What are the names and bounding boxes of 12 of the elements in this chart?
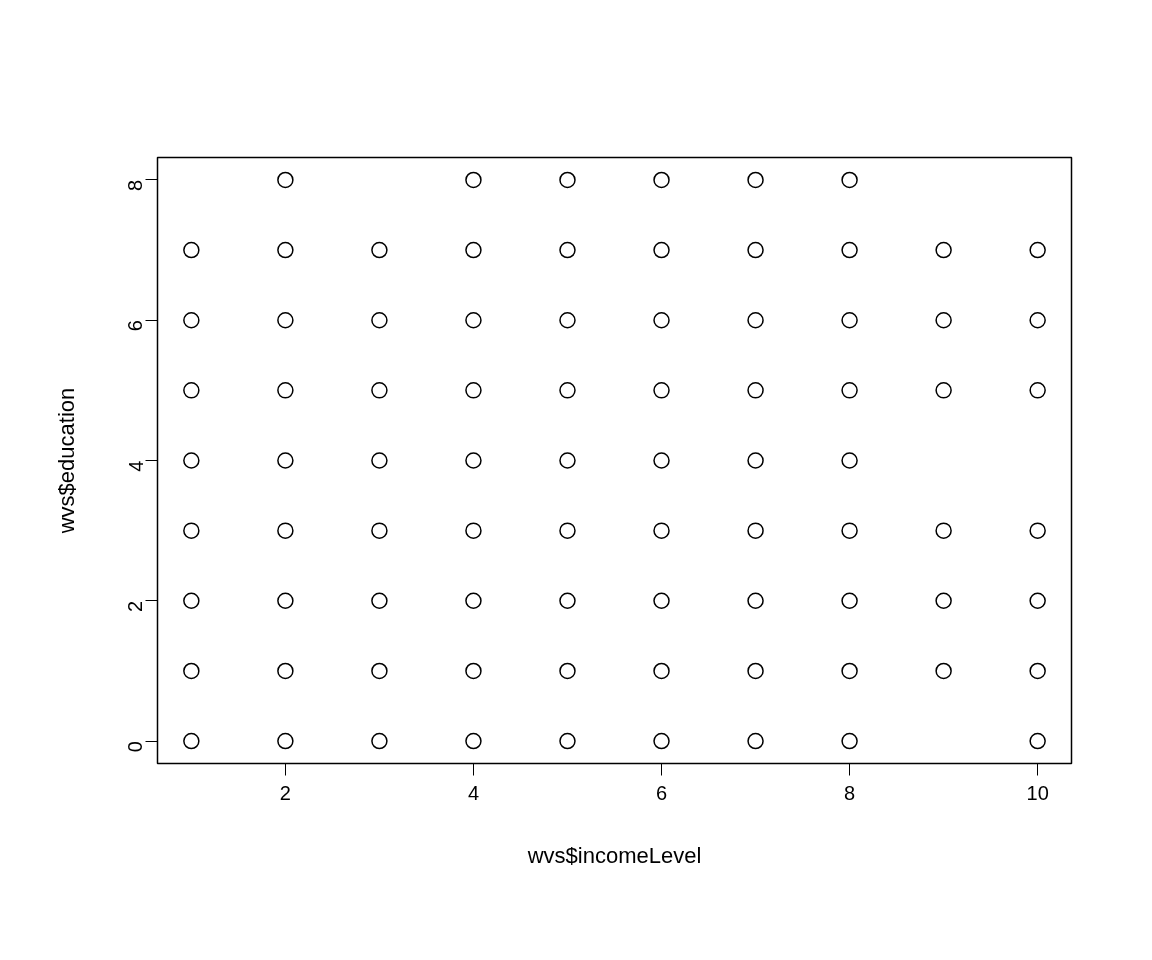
y-tick-label: 8: [124, 179, 147, 192]
x-tick-label: 2: [279, 781, 291, 804]
y-axis-title: wvs$education: [53, 387, 79, 535]
x-tick-label: 4: [467, 781, 480, 804]
x-tick-label: 8: [844, 781, 856, 804]
x-axis-title: wvs$incomeLevel: [526, 842, 702, 868]
x-tick-label: 10: [1026, 781, 1049, 804]
y-tick-label: 0: [124, 741, 147, 753]
y-tick-label: 4: [124, 460, 147, 472]
x-tick-label: 6: [655, 781, 668, 804]
y-tick-label: 6: [124, 320, 147, 332]
y-tick-label: 2: [124, 600, 147, 612]
